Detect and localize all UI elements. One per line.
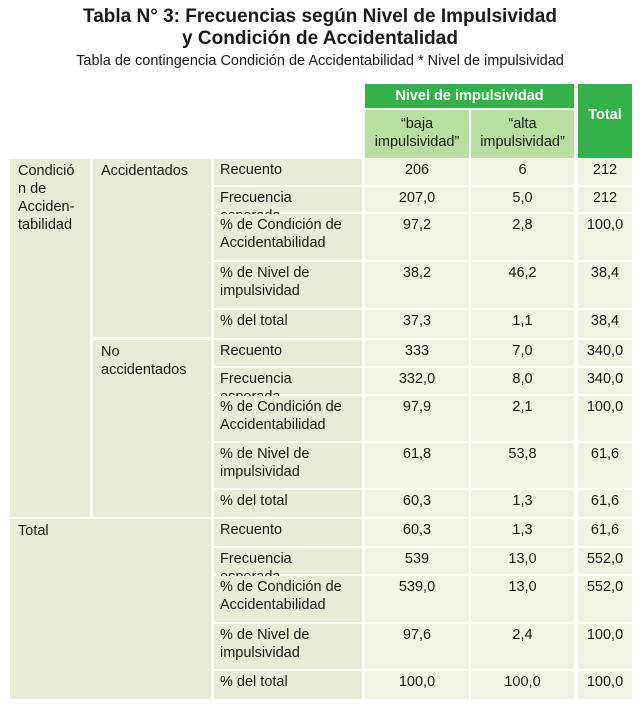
cell-alta: 13,0	[471, 548, 574, 574]
cell-baja: 60,3	[365, 519, 469, 546]
measure-label-pct-condicion: % de Condición de Accidentabilidad	[214, 214, 362, 260]
header-alta-impulsividad: “alta impulsividad”	[471, 110, 574, 158]
cell-total: 38,4	[578, 310, 632, 338]
cell-baja: 37,3	[365, 310, 469, 338]
title-line-2: y Condición de Accidentalidad	[182, 28, 458, 49]
row-group-condicion: Condición de Acciden-tabilidad	[10, 159, 90, 517]
subgroup-accidentados: Accidentados	[93, 159, 211, 337]
cell-baja: 539,0	[365, 576, 469, 622]
cell-baja: 206	[365, 159, 469, 185]
cell-alta: 6	[471, 159, 574, 185]
measure-label-recuento: Recuento	[214, 340, 362, 366]
cell-baja: 100,0	[365, 671, 469, 699]
header-total: Total	[578, 84, 632, 158]
measure-label-frecuencia: Frecuencia esperada	[214, 548, 362, 585]
cell-alta: 13,0	[471, 576, 574, 622]
table-subtitle: Tabla de contingencia Condición de Accid…	[76, 53, 564, 69]
cell-total: 212	[578, 187, 632, 212]
cell-total: 100,0	[578, 396, 632, 441]
cell-total: 552,0	[578, 576, 632, 622]
cell-baja: 61,8	[365, 443, 469, 488]
cell-total: 552,0	[578, 548, 632, 574]
cell-total: 38,4	[578, 262, 632, 308]
measure-label-pct-total: % del total	[214, 671, 362, 699]
header-nivel-impulsividad: Nivel de impulsividad	[365, 84, 574, 108]
cell-baja: 333	[365, 340, 469, 366]
cell-total: 100,0	[578, 624, 632, 669]
cell-baja: 207,0	[365, 187, 469, 212]
cell-baja: 38,2	[365, 262, 469, 308]
measure-label-frecuencia: Frecuencia esperada	[214, 187, 362, 224]
cell-alta: 1,3	[471, 519, 574, 546]
cell-total: 212	[578, 159, 632, 185]
cell-alta: 2,8	[471, 214, 574, 260]
cell-total: 340,0	[578, 368, 632, 394]
cell-alta: 100,0	[471, 671, 574, 699]
cell-alta: 8,0	[471, 368, 574, 394]
cell-alta: 5,0	[471, 187, 574, 212]
measure-label-pct-total: % del total	[214, 490, 362, 517]
cell-alta: 1,3	[471, 490, 574, 517]
measure-label-pct-condicion: % de Condición de Accidentabilidad	[214, 396, 362, 441]
cell-alta: 1,1	[471, 310, 574, 338]
cell-alta: 46,2	[471, 262, 574, 308]
cell-total: 340,0	[578, 340, 632, 366]
measure-label-pct-nivel: % de Nivel de impulsividad	[214, 443, 362, 488]
cell-alta: 2,4	[471, 624, 574, 669]
cell-baja: 60,3	[365, 490, 469, 517]
measure-label-pct-condicion: % de Condición de Accidentabilidad	[214, 576, 362, 622]
cell-total: 100,0	[578, 214, 632, 260]
measure-label-frecuencia: Frecuencia esperada	[214, 368, 362, 405]
title-line-1: Tabla N° 3: Frecuencias según Nivel de I…	[83, 6, 557, 27]
cell-alta: 7,0	[471, 340, 574, 366]
cell-total: 61,6	[578, 490, 632, 517]
cell-baja: 97,6	[365, 624, 469, 669]
cell-baja: 97,2	[365, 214, 469, 260]
measure-label-recuento: Recuento	[214, 159, 362, 185]
subgroup-no-accidentados: No accidentados	[93, 340, 211, 517]
row-group-total: Total	[10, 519, 211, 699]
cell-total: 100,0	[578, 671, 632, 699]
cell-baja: 539	[365, 548, 469, 574]
cell-alta: 53,8	[471, 443, 574, 488]
table-title: Tabla N° 3: Frecuencias según Nivel de I…	[0, 6, 640, 50]
cell-total: 61,6	[578, 443, 632, 488]
measure-label-recuento: Recuento	[214, 519, 362, 546]
header-baja-impulsividad: “baja impulsividad”	[365, 110, 469, 158]
measure-label-pct-total: % del total	[214, 310, 362, 338]
cell-alta: 2,1	[471, 396, 574, 441]
measure-label-pct-nivel: % de Nivel de impulsividad	[214, 624, 362, 669]
cell-baja: 97,9	[365, 396, 469, 441]
cell-baja: 332,0	[365, 368, 469, 394]
measure-label-pct-nivel: % de Nivel de impulsividad	[214, 262, 362, 308]
cell-total: 61,6	[578, 519, 632, 546]
